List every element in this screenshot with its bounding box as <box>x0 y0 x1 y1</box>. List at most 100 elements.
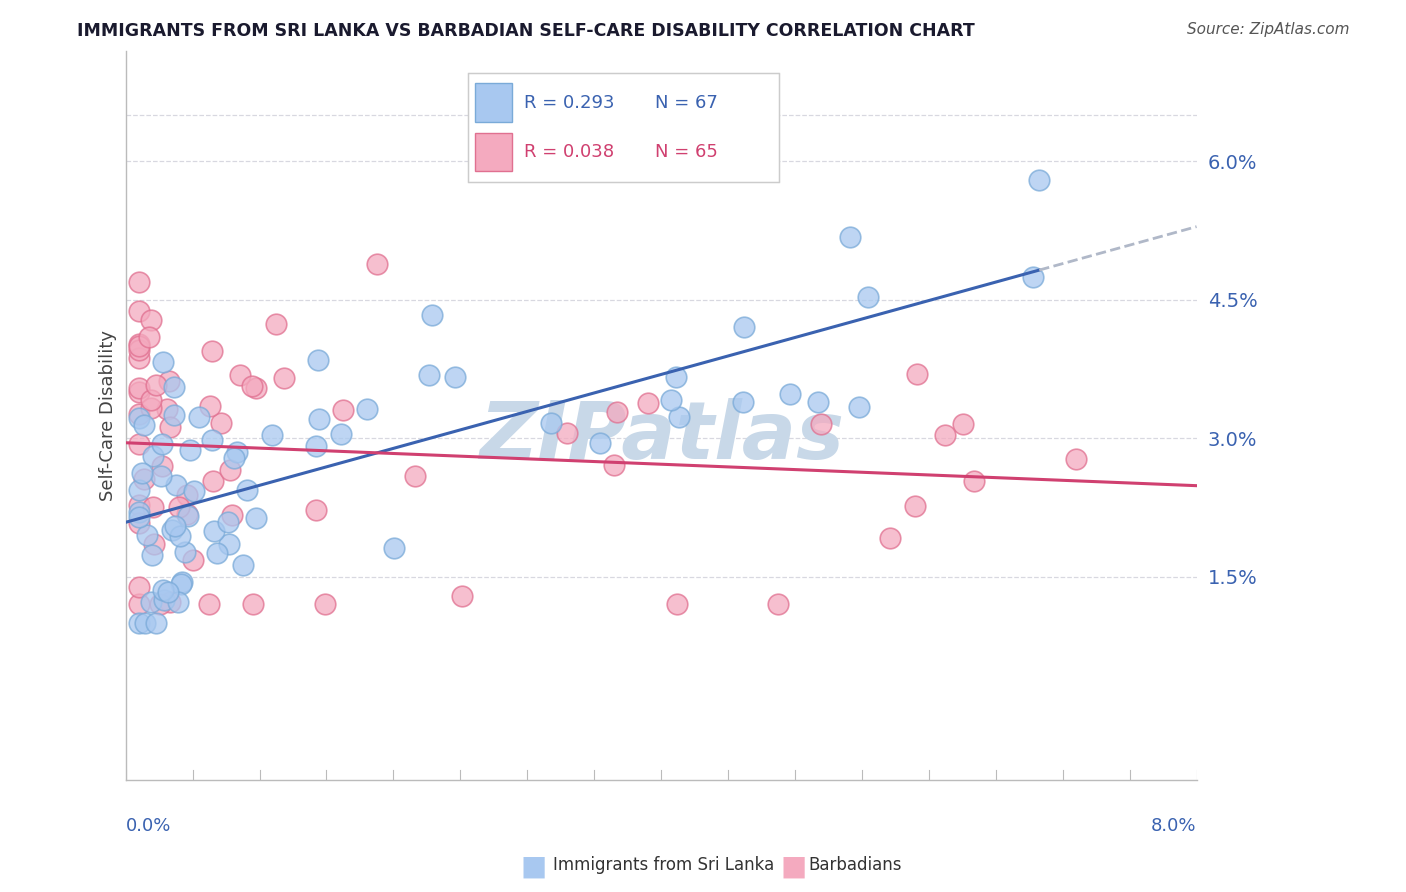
Point <box>141 401 163 415</box>
Point <box>242 597 264 611</box>
Point <box>159 595 181 609</box>
Point <box>157 584 180 599</box>
Point <box>418 368 440 382</box>
Point <box>904 499 927 513</box>
Point <box>952 417 974 432</box>
Point <box>905 367 928 381</box>
Point <box>202 475 225 489</box>
Point <box>963 474 986 488</box>
Point <box>166 595 188 609</box>
Point <box>170 577 193 591</box>
Point <box>128 304 150 318</box>
Point <box>128 351 150 365</box>
Point <box>606 405 628 419</box>
Point <box>307 352 329 367</box>
Point <box>245 381 267 395</box>
Text: Barbadians: Barbadians <box>808 856 903 874</box>
Point <box>163 380 186 394</box>
Point <box>305 503 328 517</box>
Point <box>128 580 150 594</box>
Point <box>128 505 150 519</box>
Point <box>217 515 239 529</box>
Point <box>224 450 246 465</box>
Point <box>779 386 801 401</box>
Point <box>170 574 193 589</box>
Point <box>176 488 198 502</box>
Point <box>733 395 755 409</box>
Point <box>174 545 197 559</box>
Point <box>128 343 150 357</box>
Text: 8.0%: 8.0% <box>1152 816 1197 835</box>
Point <box>128 411 150 425</box>
Point <box>264 318 287 332</box>
Point <box>329 427 352 442</box>
Point <box>200 400 222 414</box>
Point <box>219 463 242 477</box>
Point <box>305 439 328 453</box>
Point <box>152 583 174 598</box>
Point <box>218 536 240 550</box>
Point <box>766 597 789 611</box>
Point <box>134 615 156 630</box>
Point <box>156 401 179 416</box>
Point <box>149 597 172 611</box>
Point <box>934 428 956 442</box>
Point <box>141 312 163 326</box>
Point <box>165 478 187 492</box>
Text: 0.0%: 0.0% <box>125 816 172 835</box>
Point <box>128 615 150 630</box>
Point <box>810 417 832 431</box>
Text: Immigrants from Sri Lanka: Immigrants from Sri Lanka <box>553 856 773 874</box>
Point <box>179 443 201 458</box>
Point <box>131 466 153 480</box>
Point <box>308 412 330 426</box>
Point <box>150 437 173 451</box>
Point <box>176 507 198 521</box>
Point <box>209 417 232 431</box>
Point <box>260 428 283 442</box>
Text: IMMIGRANTS FROM SRI LANKA VS BARBADIAN SELF-CARE DISABILITY CORRELATION CHART: IMMIGRANTS FROM SRI LANKA VS BARBADIAN S… <box>77 22 976 40</box>
Point <box>589 435 612 450</box>
Point <box>132 418 155 433</box>
Point <box>659 392 682 407</box>
Point <box>848 401 870 415</box>
Point <box>205 546 228 560</box>
Point <box>141 548 163 562</box>
Point <box>135 527 157 541</box>
Point <box>128 483 150 497</box>
Point <box>603 458 626 472</box>
Point <box>142 449 165 463</box>
Point <box>1064 451 1087 466</box>
Point <box>637 396 659 410</box>
Point <box>165 519 187 533</box>
Point <box>177 508 200 523</box>
Point <box>163 408 186 422</box>
Point <box>128 597 150 611</box>
Point <box>159 374 181 388</box>
Text: ■: ■ <box>780 853 807 881</box>
Point <box>807 395 830 409</box>
Point <box>858 290 880 304</box>
Point <box>128 437 150 451</box>
Point <box>183 483 205 498</box>
Point <box>557 425 579 440</box>
Point <box>149 468 172 483</box>
Point <box>138 330 160 344</box>
Y-axis label: Self-Care Disability: Self-Care Disability <box>100 330 117 500</box>
Point <box>145 378 167 392</box>
Point <box>879 531 901 545</box>
Point <box>404 468 426 483</box>
Point <box>204 524 226 538</box>
Point <box>420 308 443 322</box>
Point <box>332 402 354 417</box>
Text: ZIPatlas: ZIPatlas <box>478 398 844 476</box>
Point <box>143 536 166 550</box>
Point <box>240 378 263 392</box>
Point <box>229 368 252 382</box>
Point <box>665 369 688 384</box>
Point <box>444 369 467 384</box>
Point <box>145 615 167 630</box>
Point <box>128 510 150 524</box>
Point <box>128 384 150 399</box>
Point <box>540 416 562 430</box>
